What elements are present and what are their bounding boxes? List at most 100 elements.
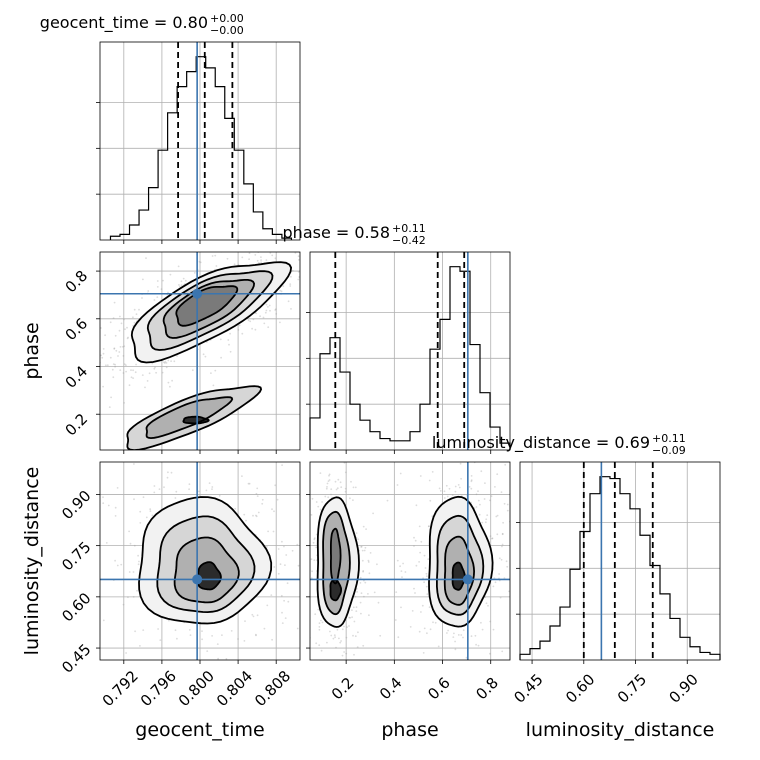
sample-point [277, 572, 280, 575]
sample-point [156, 286, 159, 288]
sample-point [501, 532, 504, 535]
contour-line [138, 496, 273, 625]
panel-title-phase: phase = 0.58 [283, 223, 390, 242]
sample-point [182, 277, 185, 280]
sample-point [492, 628, 495, 631]
sample-point [327, 496, 330, 499]
sample-point [444, 667, 446, 669]
sample-point [122, 372, 125, 374]
sample-point [497, 666, 499, 668]
sample-point [128, 530, 131, 533]
sample-point [248, 482, 251, 485]
sample-point [511, 571, 513, 573]
sample-point [491, 537, 494, 540]
sample-point [422, 441, 424, 443]
sample-point [123, 402, 125, 404]
sample-point [260, 256, 262, 258]
xtick-label-geocent_time: 0.800 [175, 667, 218, 710]
sample-point [419, 551, 421, 554]
sample-point [439, 490, 442, 492]
sample-point [367, 593, 369, 595]
sample-point [269, 252, 272, 254]
sample-point [271, 508, 273, 511]
sample-point [170, 471, 173, 474]
sample-point [139, 645, 141, 647]
sample-point [170, 360, 173, 362]
sample-point [252, 514, 254, 517]
sample-point [193, 272, 196, 274]
sample-point [261, 502, 264, 505]
sample-point [328, 441, 330, 443]
sample-point [142, 496, 145, 499]
scatter-phase-vs-geocent_time-density-level [176, 286, 238, 326]
sample-point [307, 244, 309, 246]
sample-point [339, 247, 341, 249]
sample-point [396, 559, 399, 562]
sample-point [308, 580, 310, 582]
sample-point [180, 284, 183, 286]
sample-point [305, 642, 307, 644]
scatter-luminosity_distance-vs-phase-density-level [330, 528, 341, 584]
contour-line [443, 535, 476, 606]
sample-point [138, 308, 140, 311]
sample-point [379, 634, 382, 637]
sample-point [218, 494, 221, 497]
sample-point [114, 515, 117, 517]
sample-point [336, 628, 339, 631]
sample-point [145, 516, 148, 519]
sample-point [480, 470, 483, 473]
sample-point [120, 322, 123, 325]
sample-point [114, 334, 117, 337]
sample-point [365, 528, 367, 530]
sample-point [102, 619, 105, 622]
sample-point [317, 289, 319, 291]
xtick-label-geocent_time: 0.792 [99, 667, 142, 710]
sample-point [176, 637, 178, 640]
sample-point [362, 570, 365, 572]
sample-point [100, 354, 102, 357]
sample-point [256, 614, 259, 617]
sample-point [338, 637, 340, 640]
sample-point [160, 288, 163, 290]
sample-point [165, 366, 168, 369]
sample-point [459, 671, 461, 673]
sample-point [296, 543, 299, 546]
sample-point [125, 364, 127, 367]
sample-point [423, 627, 426, 630]
sample-point [156, 296, 159, 298]
sample-point [327, 276, 329, 278]
sample-point [109, 321, 112, 324]
sample-point [423, 554, 426, 557]
sample-point [133, 321, 136, 324]
sample-point [141, 374, 144, 376]
sample-point [119, 346, 122, 348]
sample-point [508, 590, 510, 593]
sample-point [111, 368, 114, 371]
sample-point [475, 506, 478, 508]
sample-point [459, 462, 462, 465]
xtick-label-phase: 0.2 [328, 674, 358, 704]
sample-point [362, 644, 365, 647]
sample-point [454, 640, 456, 643]
sample-point [304, 611, 306, 613]
sample-point [490, 495, 493, 498]
sample-point [142, 629, 145, 631]
sample-point [171, 379, 174, 382]
sample-point [114, 363, 116, 366]
sample-point [263, 245, 265, 247]
sample-point [241, 256, 244, 259]
ytick-label-phase: 0.8 [62, 267, 92, 297]
sample-point [123, 363, 126, 366]
sample-point [314, 456, 316, 458]
sample-point [359, 576, 362, 579]
sample-point [328, 479, 331, 481]
sample-point [363, 595, 365, 598]
sample-point [263, 322, 266, 325]
sample-point [294, 252, 297, 254]
xtick-label-geocent_time: 0.808 [251, 667, 294, 710]
sample-point [202, 353, 205, 356]
sample-point [362, 570, 364, 573]
sample-point [297, 271, 300, 273]
sample-point [259, 315, 261, 318]
sample-point [320, 619, 322, 622]
